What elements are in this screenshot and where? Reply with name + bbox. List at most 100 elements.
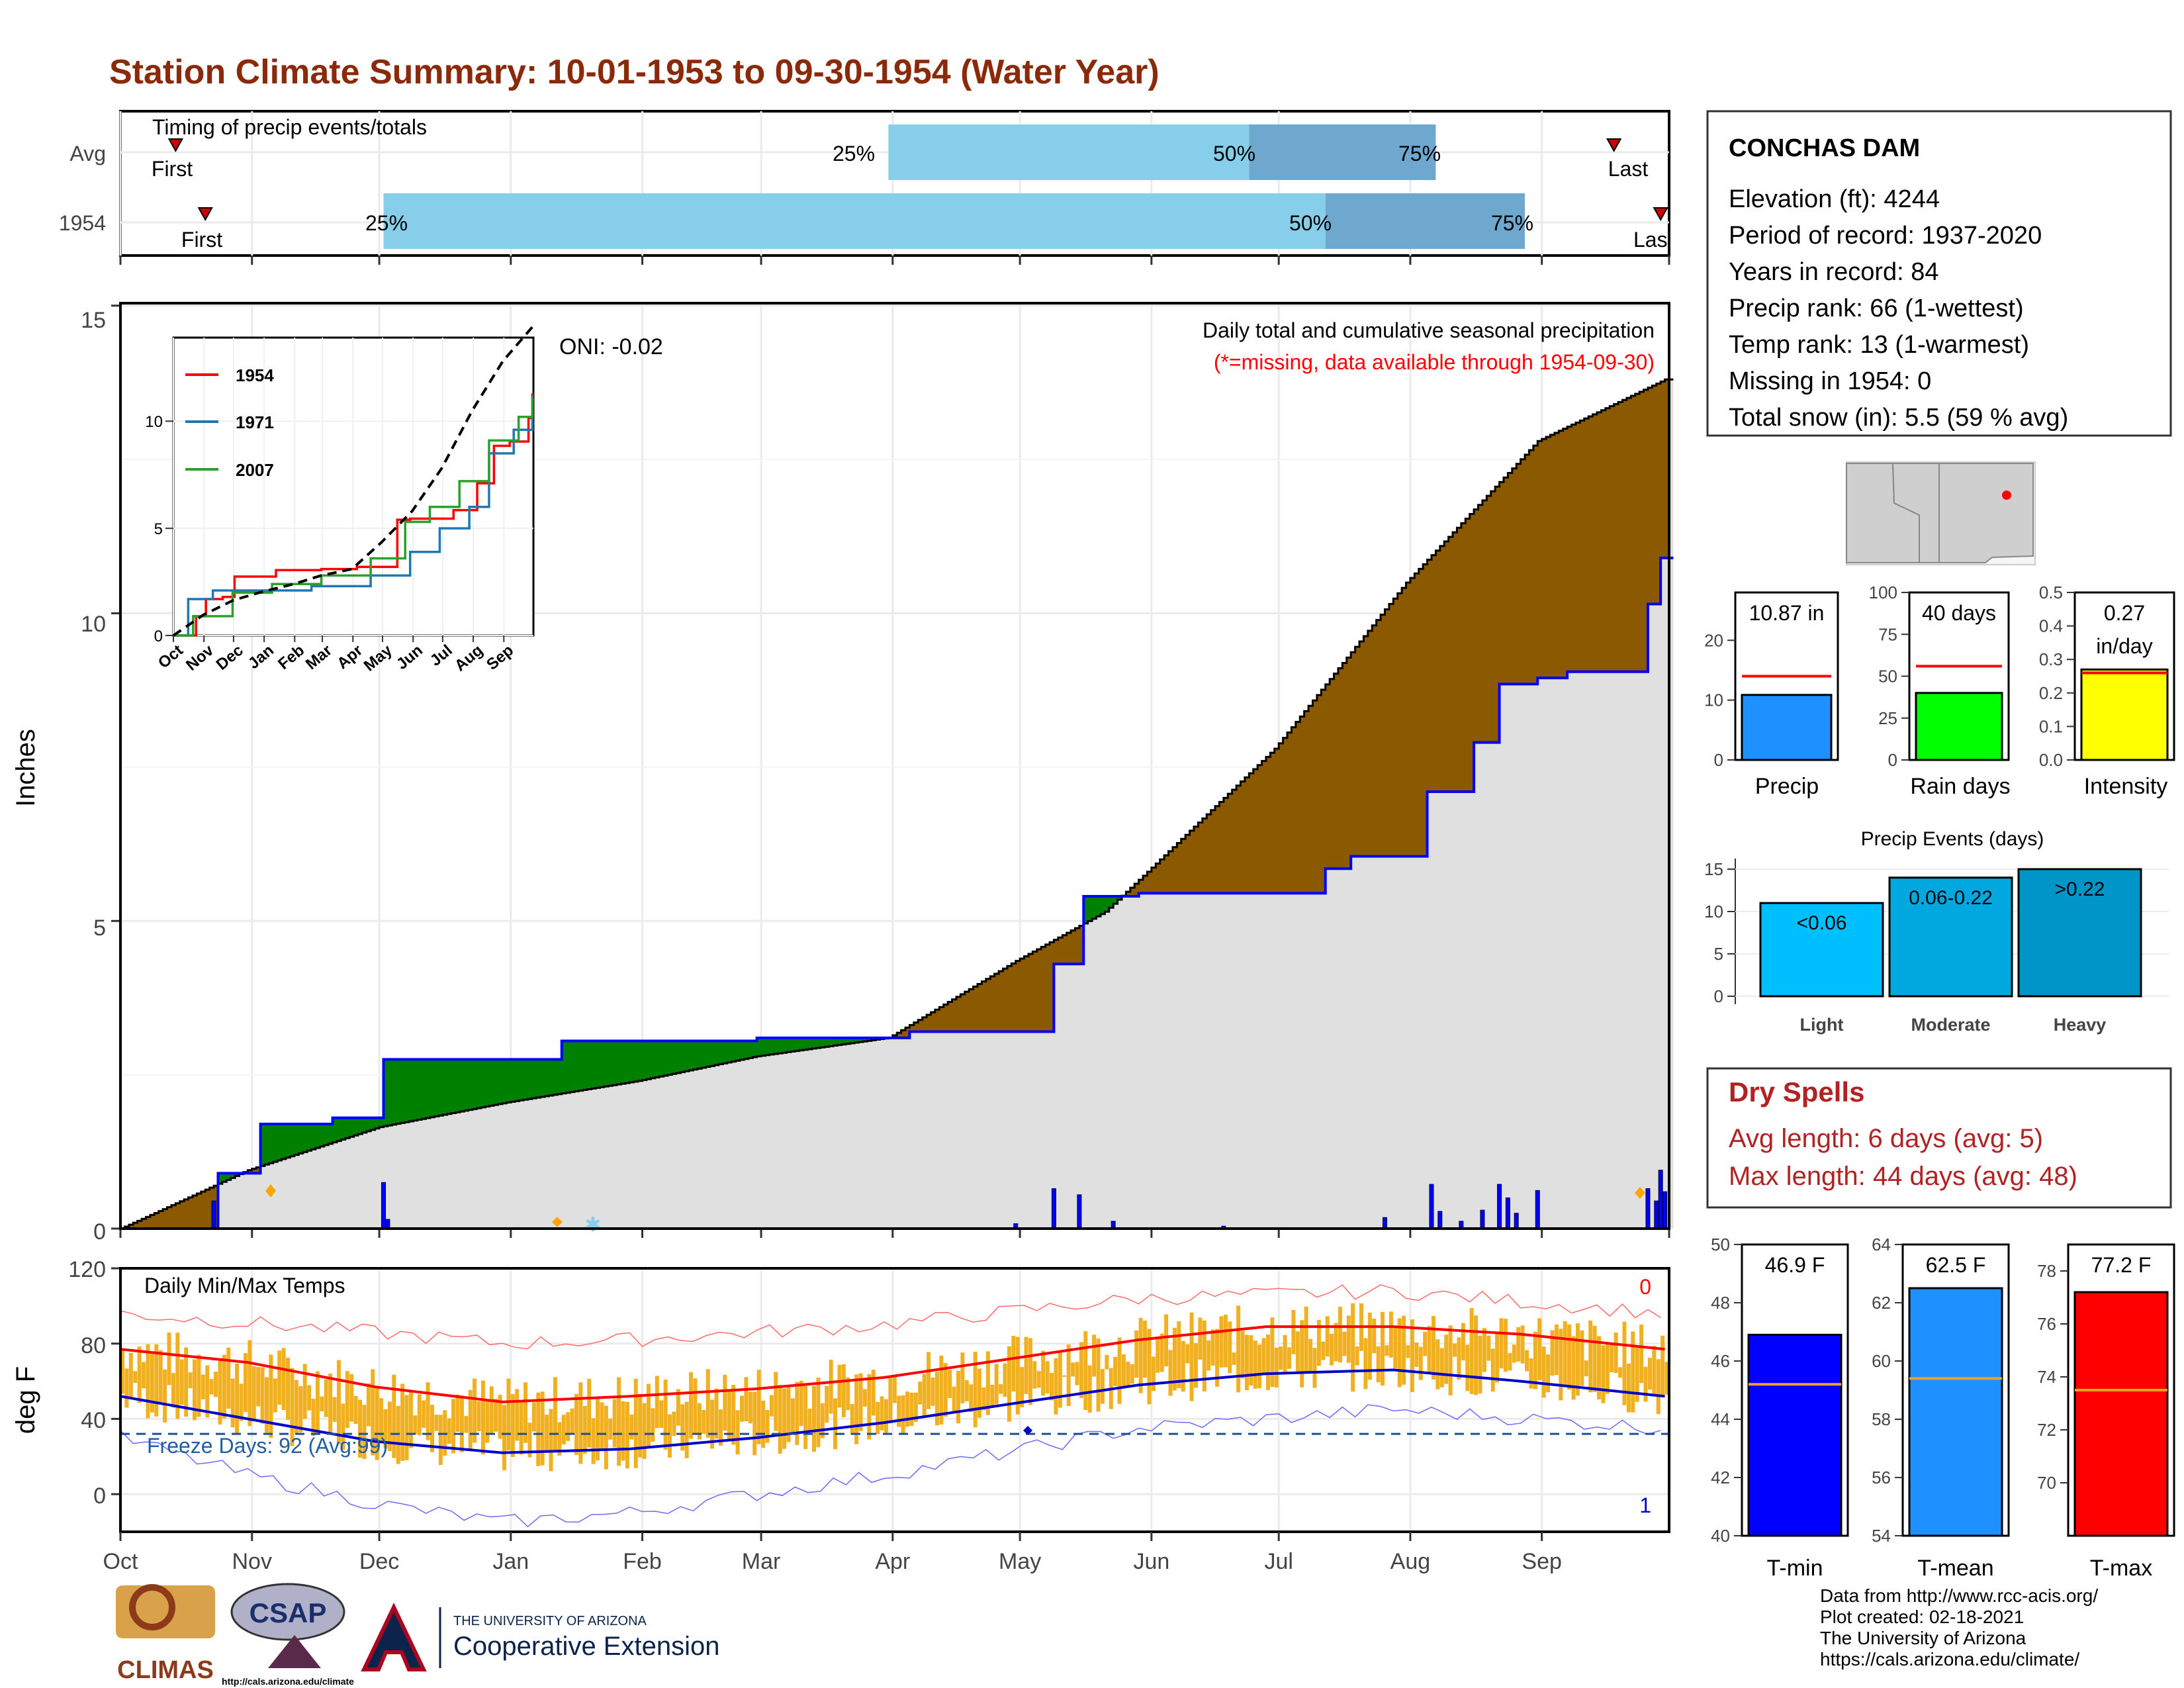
csap-logo[interactable]: CSAP http://cals.arizona.edu/climate — [222, 1583, 354, 1687]
y-tick-5: 5 — [93, 915, 106, 941]
t_max-value-bar — [2073, 1291, 2169, 1537]
t_min-y-tick-label: 40 — [1711, 1526, 1730, 1546]
daily-temp-range-bar — [264, 1377, 269, 1433]
daily-temp-range-bar — [413, 1415, 418, 1434]
station-location-dot — [2002, 491, 2011, 500]
daily-temp-range-bar — [1559, 1329, 1563, 1401]
deficit-area — [948, 1002, 953, 1032]
daily-temp-range-bar — [459, 1395, 464, 1452]
daily-temp-range-bar — [1215, 1329, 1220, 1387]
daily-temp-range-bar — [1032, 1361, 1037, 1389]
daily-temp-range-bar — [931, 1378, 935, 1406]
surplus-area — [723, 1041, 728, 1064]
daily-temp-range-bar — [964, 1380, 969, 1401]
events-y-tick-label: 5 — [1714, 944, 1723, 964]
surplus-area — [430, 1059, 435, 1117]
surplus-area — [862, 1037, 868, 1042]
event-category-label: Moderate — [1911, 1015, 1990, 1035]
daily-temp-range-bar — [1244, 1335, 1249, 1391]
daily-temp-range-bar — [375, 1387, 379, 1460]
event-bar-moderate — [1888, 876, 2013, 998]
surplus-area — [769, 1037, 774, 1055]
daily-temp-range-bar — [184, 1347, 189, 1417]
daily-temp-range-bar — [549, 1409, 553, 1472]
surplus-area — [774, 1037, 779, 1055]
timing-bars — [167, 124, 1668, 249]
daily-temp-range-bar — [1151, 1356, 1156, 1391]
deficit-area — [922, 1017, 927, 1032]
deficit-area — [1045, 944, 1050, 1032]
deficit-area — [1032, 951, 1038, 1032]
deficit-area — [1330, 679, 1335, 869]
t_mean-value-bar — [1908, 1287, 2003, 1537]
deficit-area — [1414, 573, 1420, 857]
deficit-area — [934, 1009, 940, 1032]
deficit-area — [905, 1027, 911, 1038]
daily-temp-range-bar — [990, 1385, 995, 1407]
daily-temp-range-bar — [307, 1385, 312, 1411]
daily-temp-range-bar — [676, 1389, 680, 1426]
surplus-area — [1087, 896, 1093, 921]
deficit-area — [1257, 765, 1263, 894]
daily-temp-range-bar — [774, 1372, 778, 1431]
footer-line-2: Plot created: 02-18-2021 — [1820, 1607, 2024, 1627]
surplus-area — [663, 1041, 668, 1076]
climas-logo[interactable]: CLIMAS — [116, 1584, 215, 1684]
daily-temp-range-bar — [1223, 1314, 1228, 1368]
inset-line-1971 — [173, 395, 534, 637]
deficit-area — [184, 1199, 189, 1229]
deficit-area — [1172, 847, 1177, 894]
daily-temp-range-bar — [451, 1399, 456, 1454]
deficit-area — [1143, 875, 1148, 894]
deficit-area — [1151, 867, 1156, 894]
daily-temp-range-bar — [1601, 1345, 1606, 1403]
daily-temp-range-bar — [171, 1373, 175, 1408]
intensity-bar-label: Intensity — [2084, 774, 2168, 799]
daily-temp-range-bar — [1495, 1332, 1500, 1383]
daily-temp-range-bar — [1631, 1331, 1635, 1413]
surplus-area — [400, 1059, 406, 1123]
ua-logo[interactable]: THE UNIVERSITY OF ARIZONA Cooperative Ex… — [361, 1603, 719, 1671]
daily-temp-range-bar — [807, 1409, 812, 1432]
temp-title: Daily Min/Max Temps — [144, 1274, 345, 1297]
daily-temp-range-bar — [799, 1380, 803, 1427]
obs-first-label: First — [181, 228, 222, 252]
deficit-area — [1516, 463, 1522, 684]
daily-temp-range-bar — [477, 1401, 481, 1431]
daily-temp-range-bar — [336, 1360, 341, 1445]
deficit-area — [1614, 404, 1619, 672]
daily-temp-range-bar — [1575, 1323, 1580, 1396]
surplus-area — [315, 1123, 320, 1149]
t_mean-y-tick-label: 58 — [1872, 1409, 1891, 1429]
deficit-area — [1597, 412, 1602, 672]
deficit-area — [981, 981, 987, 1032]
deficit-area — [1253, 769, 1258, 894]
deficit-area — [1156, 863, 1161, 894]
surplus-area — [477, 1059, 482, 1109]
daily-temp-range-bar — [956, 1370, 960, 1424]
surplus-area — [459, 1059, 465, 1112]
surplus-area — [578, 1041, 584, 1091]
daily-temp-range-bar — [880, 1396, 884, 1430]
daily-temp-range-bar — [320, 1396, 324, 1412]
daily-temp-range-bar — [884, 1399, 888, 1433]
daily-temp-range-bar — [124, 1368, 129, 1408]
daily-temp-range-bar — [248, 1340, 252, 1427]
surplus-area — [320, 1123, 325, 1147]
daily-temp-range-bar — [1045, 1361, 1050, 1393]
t_mean-y-tick-label: 60 — [1872, 1351, 1891, 1371]
daily-temp-range-bar — [1444, 1335, 1449, 1384]
deficit-area — [1249, 773, 1254, 894]
deficit-area — [1363, 635, 1369, 857]
daily-temp-range-bar — [1363, 1338, 1368, 1389]
surplus-area — [307, 1123, 312, 1151]
station-period: Period of record: 1937-2020 — [1729, 222, 2042, 250]
deficit-area — [1130, 888, 1135, 897]
deficit-area — [1134, 884, 1140, 897]
daily-temp-range-bar — [803, 1385, 808, 1449]
daily-temp-range-bar — [854, 1374, 859, 1444]
daily-temp-range-bar — [332, 1397, 337, 1422]
temp-y-label: deg F — [11, 1366, 40, 1434]
daily-temp-range-bar — [1580, 1330, 1584, 1386]
daily-temp-range-bar — [545, 1415, 549, 1450]
